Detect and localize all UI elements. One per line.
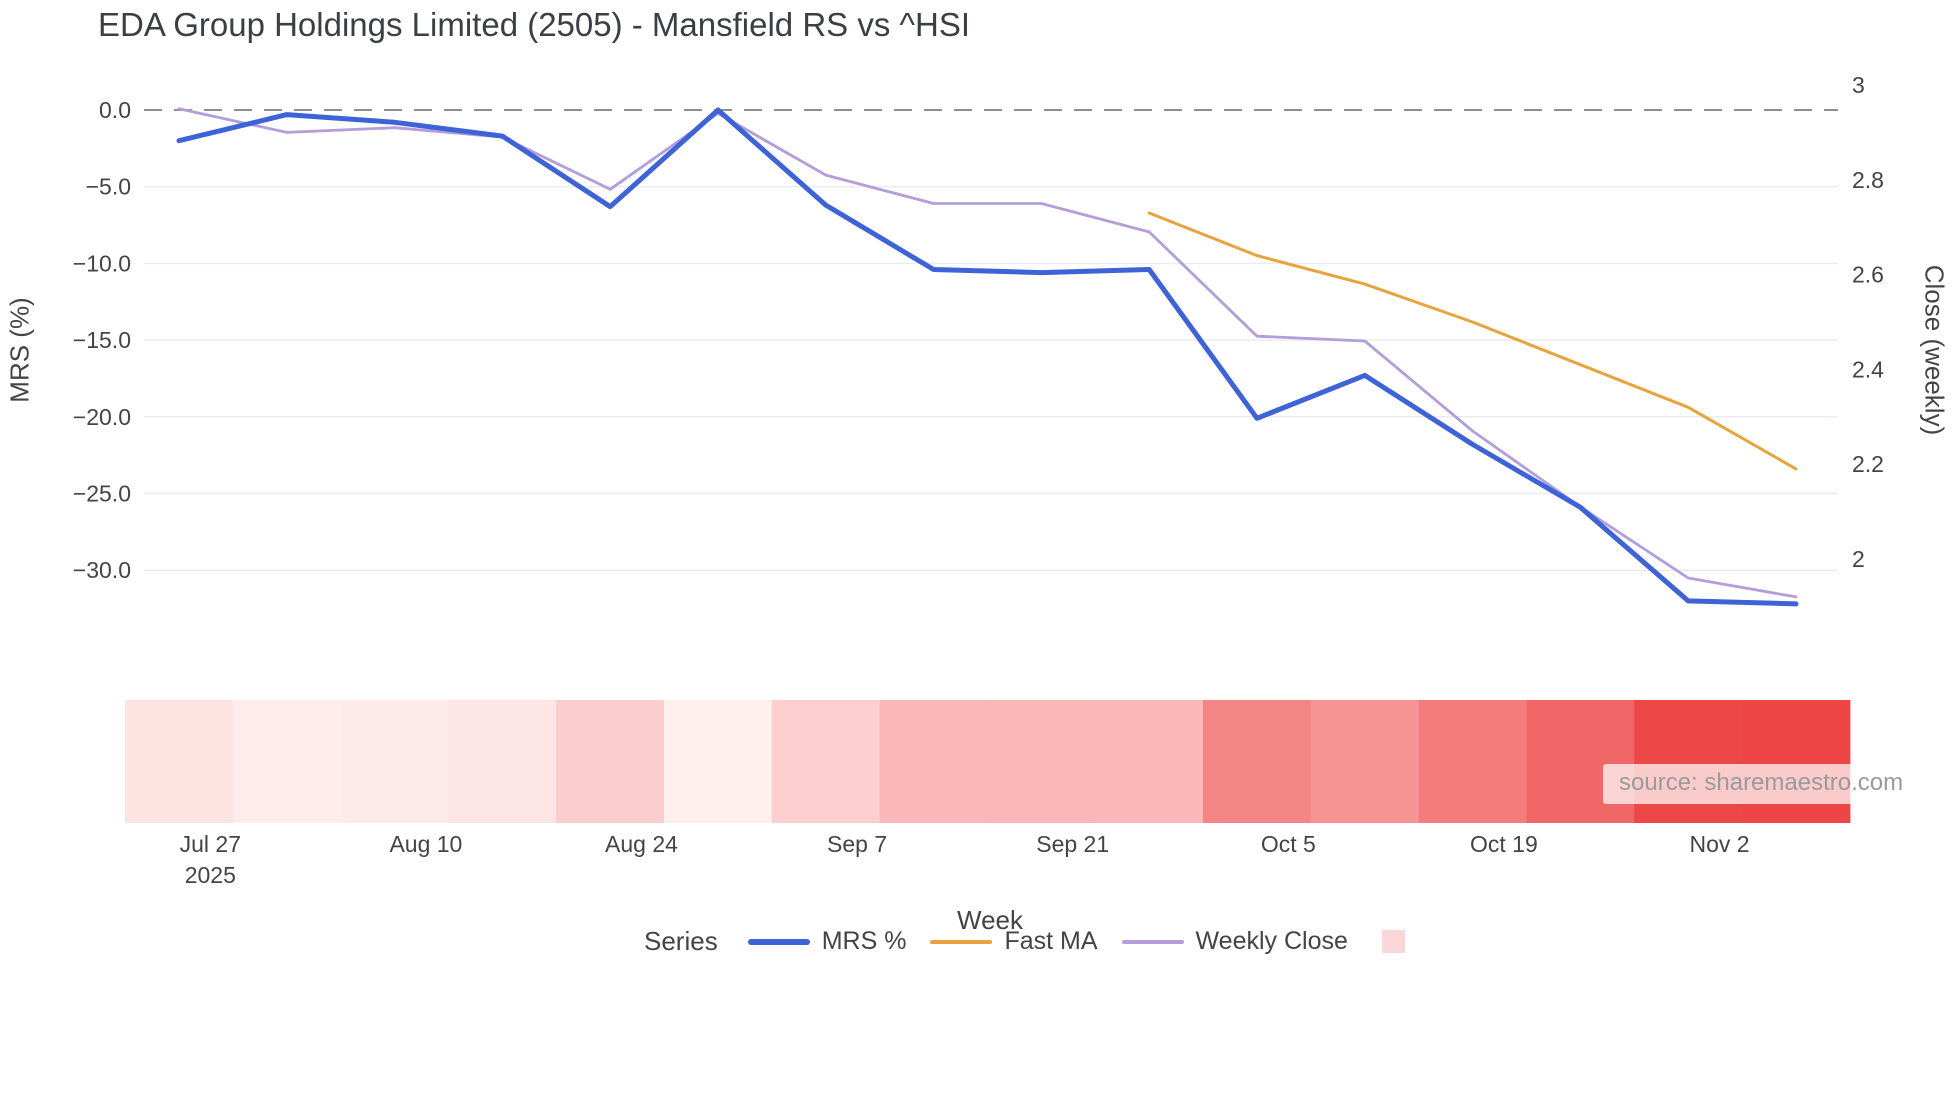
series-line-fast-ma: [1147, 211, 1798, 471]
weekly-close-line-sample-icon: [1121, 939, 1184, 944]
heatmap-cell: [1634, 700, 1743, 823]
heatmap-cell: [771, 700, 881, 823]
x-tick-label: Aug 24: [605, 831, 678, 857]
y-right-tick-label: 2.4: [1852, 356, 1884, 382]
heatmap-cell: [340, 700, 449, 823]
y-left-tick-label: −25.0: [73, 481, 131, 507]
legend-item-weekly-close[interactable]: Weekly Close: [1121, 927, 1348, 956]
legend-item-fast-ma[interactable]: Fast MA: [930, 927, 1098, 956]
series-line-weekly-close: [177, 107, 1798, 599]
heatmap-cell: [879, 700, 988, 823]
series-line-mrs-: [176, 107, 1799, 607]
heatmap-cell: [987, 700, 1096, 823]
heatmap-cell: [1742, 700, 1851, 823]
x-tick-label: Oct 19: [1470, 831, 1538, 857]
x-tick-label: Sep 7: [827, 831, 887, 857]
heatmap-legend-swatch[interactable]: [1381, 930, 1405, 953]
y-left-tick-label: −5.0: [86, 174, 131, 200]
legend-label-mrs: MRS %: [821, 927, 907, 955]
mrs-line-sample-icon: [747, 938, 810, 945]
legend-item-mrs[interactable]: MRS %: [747, 927, 907, 956]
heatmap-cell: [1526, 700, 1635, 823]
y-right-tick-label: 2.2: [1852, 451, 1884, 477]
y-left-tick-label: 0.0: [99, 97, 131, 123]
x-tick-label: Sep 21: [1036, 831, 1109, 857]
y-right-tick-label: 3: [1852, 72, 1865, 98]
heatmap-cell: [556, 700, 665, 823]
heatmap-cell: [664, 700, 773, 823]
y-right-tick-label: 2.8: [1852, 167, 1884, 193]
legend: Series MRS % Fast MA Weekly Close: [644, 926, 1405, 957]
y-left-tick-label: −10.0: [73, 250, 131, 276]
heatmap-cell: [1418, 700, 1527, 823]
fast-ma-line-sample-icon: [930, 939, 993, 944]
heatmap-cell: [1203, 700, 1312, 823]
y-right-tick-label: 2.6: [1852, 262, 1884, 288]
legend-title: Series: [644, 926, 718, 956]
heatmap-cell: [1310, 700, 1420, 823]
source-watermark: source: sharemaestro.com: [1603, 764, 1920, 804]
heatmap-cell: [232, 700, 342, 823]
x-tick-label: Jul 27: [180, 831, 241, 857]
legend-label-weekly-close: Weekly Close: [1195, 927, 1348, 955]
x-tick-year-label: 2025: [185, 862, 236, 888]
chart-title: EDA Group Holdings Limited (2505) - Mans…: [98, 6, 971, 43]
y-right-tick-label: 2: [1852, 546, 1865, 572]
x-axis-label: Week: [957, 905, 1023, 935]
legend-label-fast-ma: Fast MA: [1004, 927, 1098, 955]
x-tick-label: Oct 5: [1261, 831, 1316, 857]
heatmap-cell: [1095, 700, 1204, 823]
x-tick-label: Nov 2: [1689, 831, 1749, 857]
heatmap-cell: [448, 700, 557, 823]
heatmap-cell: [125, 700, 234, 823]
y-left-tick-label: −15.0: [73, 327, 131, 353]
y-left-tick-label: −30.0: [73, 557, 131, 583]
y-left-tick-label: −20.0: [73, 404, 131, 430]
x-tick-label: Aug 10: [389, 831, 462, 857]
